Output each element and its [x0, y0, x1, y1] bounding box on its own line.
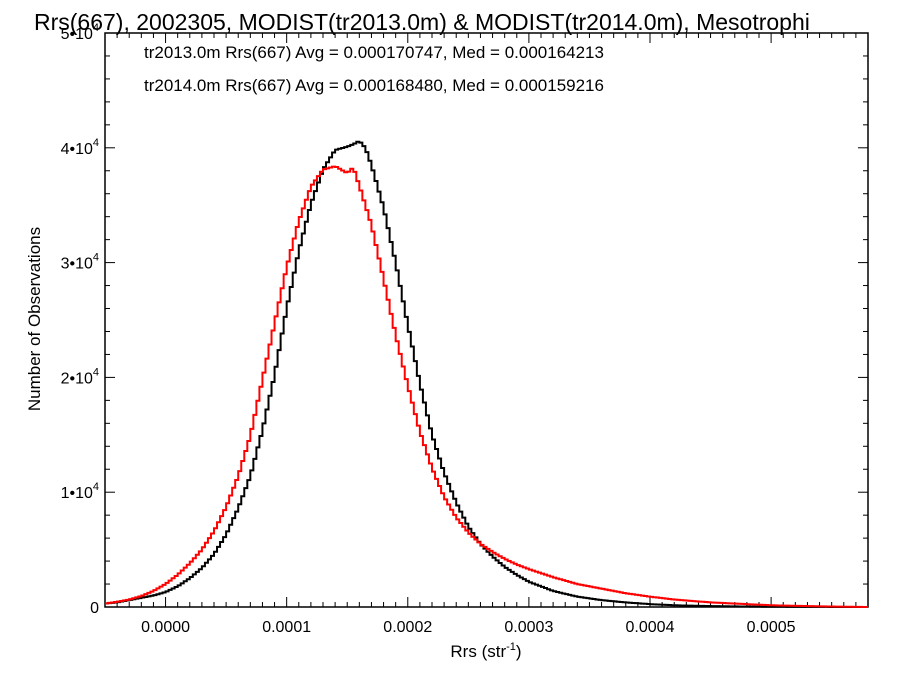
- y-tick-label: 4•104: [61, 137, 99, 158]
- x-axis-ticks: 0.0000 0.0001 0.0002 0.0003 0.0004 0.0005: [116, 33, 869, 636]
- y-tick-label: 1•104: [61, 481, 99, 502]
- legend-entry-1: tr2013.0m Rrs(667) Avg = 0.000170747, Me…: [144, 43, 604, 62]
- plot-area-frame: [104, 32, 869, 608]
- x-tick-label: 0.0002: [383, 619, 432, 636]
- series-line-2: [105, 165, 868, 608]
- y-tick-label: 5•104: [61, 22, 99, 43]
- y-tick-label: 2•104: [61, 366, 99, 387]
- series-layer: [105, 140, 868, 608]
- chart-title: Rrs(667), 2002305, MODIST(tr2013.0m) & M…: [34, 9, 810, 35]
- series-line-1: [105, 140, 868, 608]
- legend-entry-2: tr2014.0m Rrs(667) Avg = 0.000168480, Me…: [144, 76, 604, 95]
- x-tick-label: 0.0005: [747, 619, 796, 636]
- y-axis-ticks: 0 1•104 2•104 3•104 4•104 5•104: [61, 22, 868, 617]
- x-tick-label: 0.0001: [262, 619, 311, 636]
- y-axis-label: Number of Observations: [25, 227, 44, 411]
- x-axis-label: Rrs (str-1): [450, 641, 521, 661]
- x-tick-label: 0.0004: [626, 619, 675, 636]
- x-tick-label: 0.0003: [504, 619, 553, 636]
- y-tick-label: 3•104: [61, 252, 99, 273]
- x-tick-label: 0.0000: [141, 619, 190, 636]
- y-tick-label: 0: [90, 600, 99, 617]
